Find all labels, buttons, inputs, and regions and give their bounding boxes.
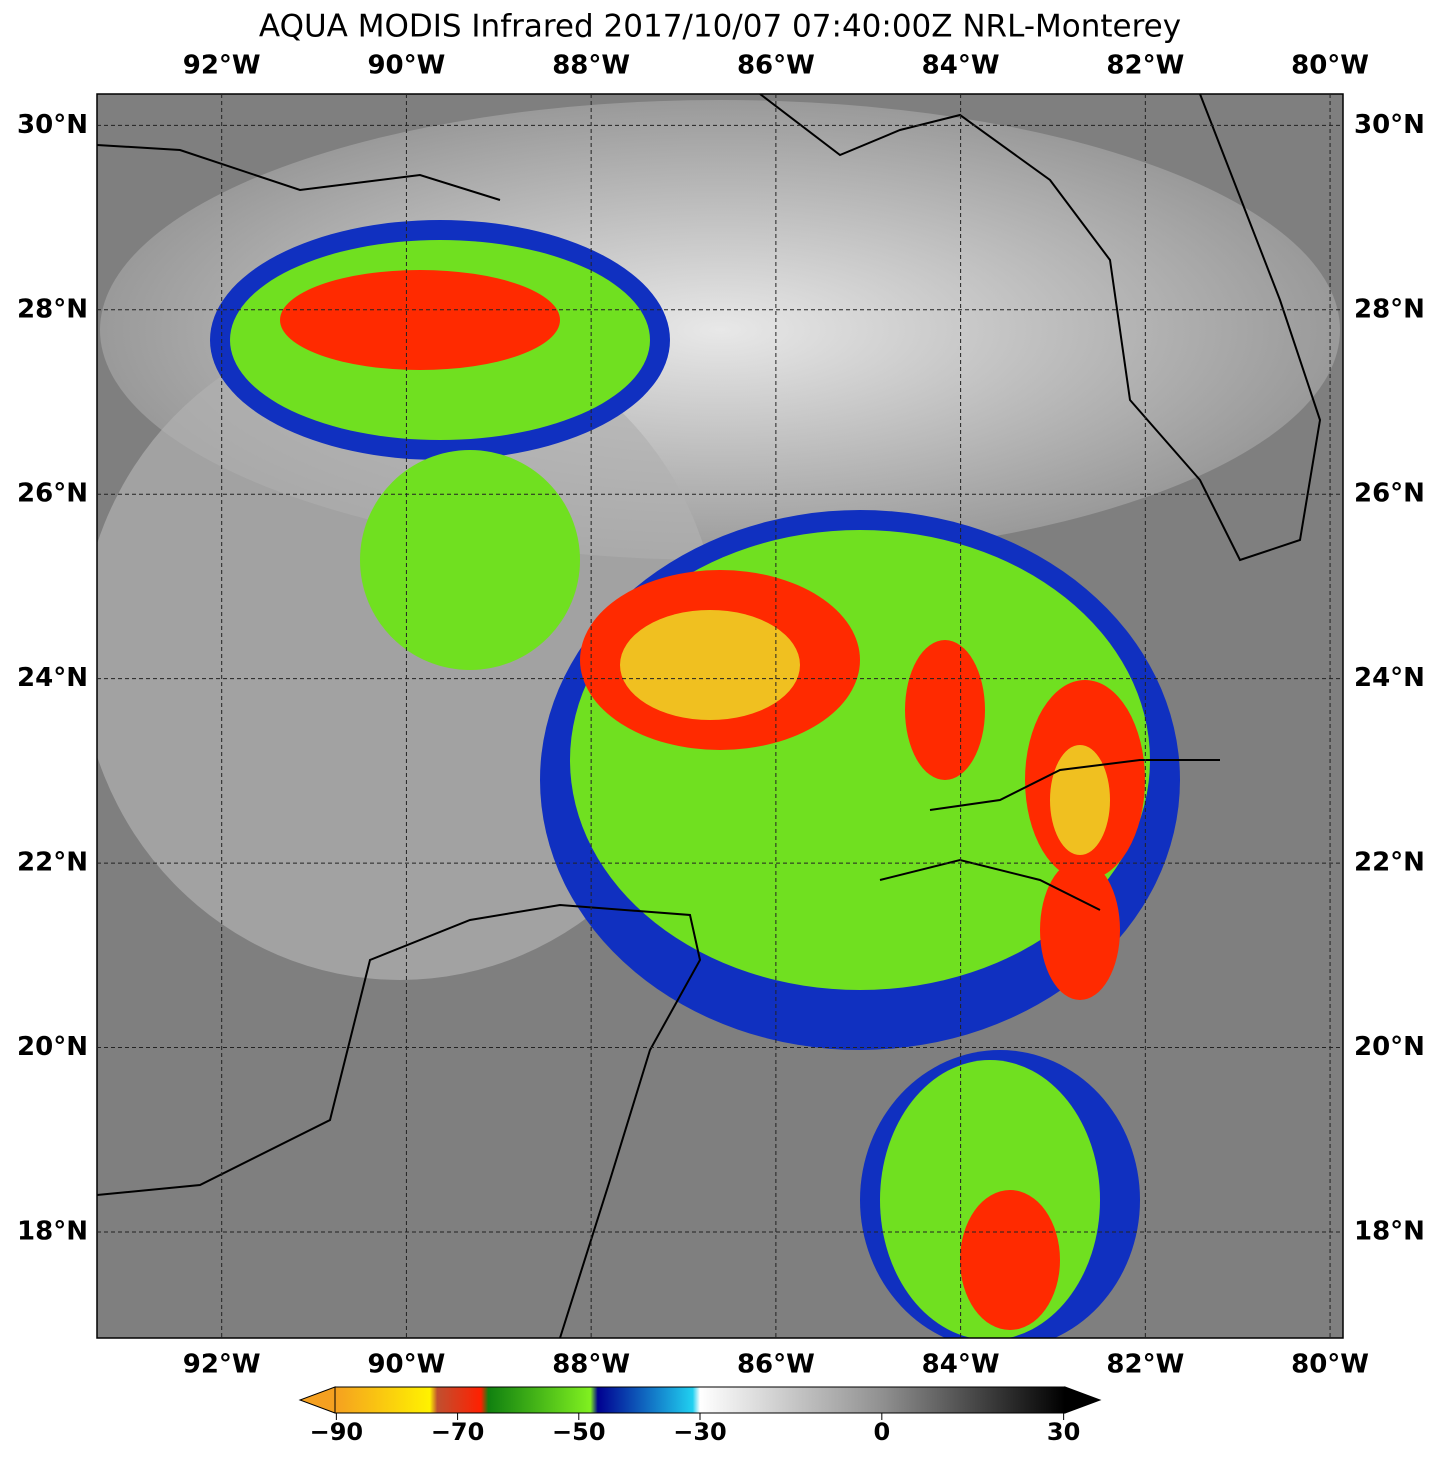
colorbar	[334, 1386, 1066, 1414]
lon-label: 92°W	[183, 51, 261, 81]
lon-label: 80°W	[1291, 1350, 1369, 1380]
lat-label: 24°N	[17, 663, 88, 693]
satellite-image	[97, 94, 1343, 1338]
colorbar-tick-label: 0	[873, 1418, 890, 1446]
lat-label: 30°N	[17, 110, 88, 140]
colorbar-tick-label: −70	[431, 1418, 485, 1446]
colorbar-tick-label: −50	[552, 1418, 606, 1446]
lon-label: 86°W	[737, 1350, 815, 1380]
lon-label: 82°W	[1106, 51, 1184, 81]
lon-label: 88°W	[552, 1350, 630, 1380]
lat-label: 20°N	[17, 1032, 88, 1062]
colorbar-arrow	[298, 1386, 336, 1414]
lon-label: 90°W	[367, 51, 445, 81]
colorbar-tick-label: 30	[1047, 1418, 1080, 1446]
lat-label: 30°N	[1354, 110, 1425, 140]
lat-label: 26°N	[1354, 479, 1425, 509]
lat-label: 22°N	[17, 848, 88, 878]
colorbar-tick-label: −30	[673, 1418, 727, 1446]
lat-label: 20°N	[1354, 1032, 1425, 1062]
lat-label: 28°N	[1354, 294, 1425, 324]
lat-label: 18°N	[17, 1216, 88, 1246]
lat-label: 18°N	[1354, 1216, 1425, 1246]
lon-label: 90°W	[367, 1350, 445, 1380]
lat-label: 24°N	[1354, 663, 1425, 693]
lat-label: 26°N	[17, 479, 88, 509]
colorbar-tick-label: −90	[310, 1418, 364, 1446]
lon-label: 84°W	[922, 1350, 1000, 1380]
map-frame	[96, 93, 1344, 1339]
lat-label: 22°N	[1354, 848, 1425, 878]
colorbar-arrow	[1064, 1386, 1102, 1414]
lat-label: 28°N	[17, 294, 88, 324]
lon-label: 92°W	[183, 1350, 261, 1380]
lon-label: 82°W	[1106, 1350, 1184, 1380]
lon-label: 80°W	[1291, 51, 1369, 81]
lon-label: 84°W	[922, 51, 1000, 81]
title: AQUA MODIS Infrared 2017/10/07 07:40:00Z…	[259, 9, 1181, 45]
lon-label: 88°W	[552, 51, 630, 81]
lon-label: 86°W	[737, 51, 815, 81]
